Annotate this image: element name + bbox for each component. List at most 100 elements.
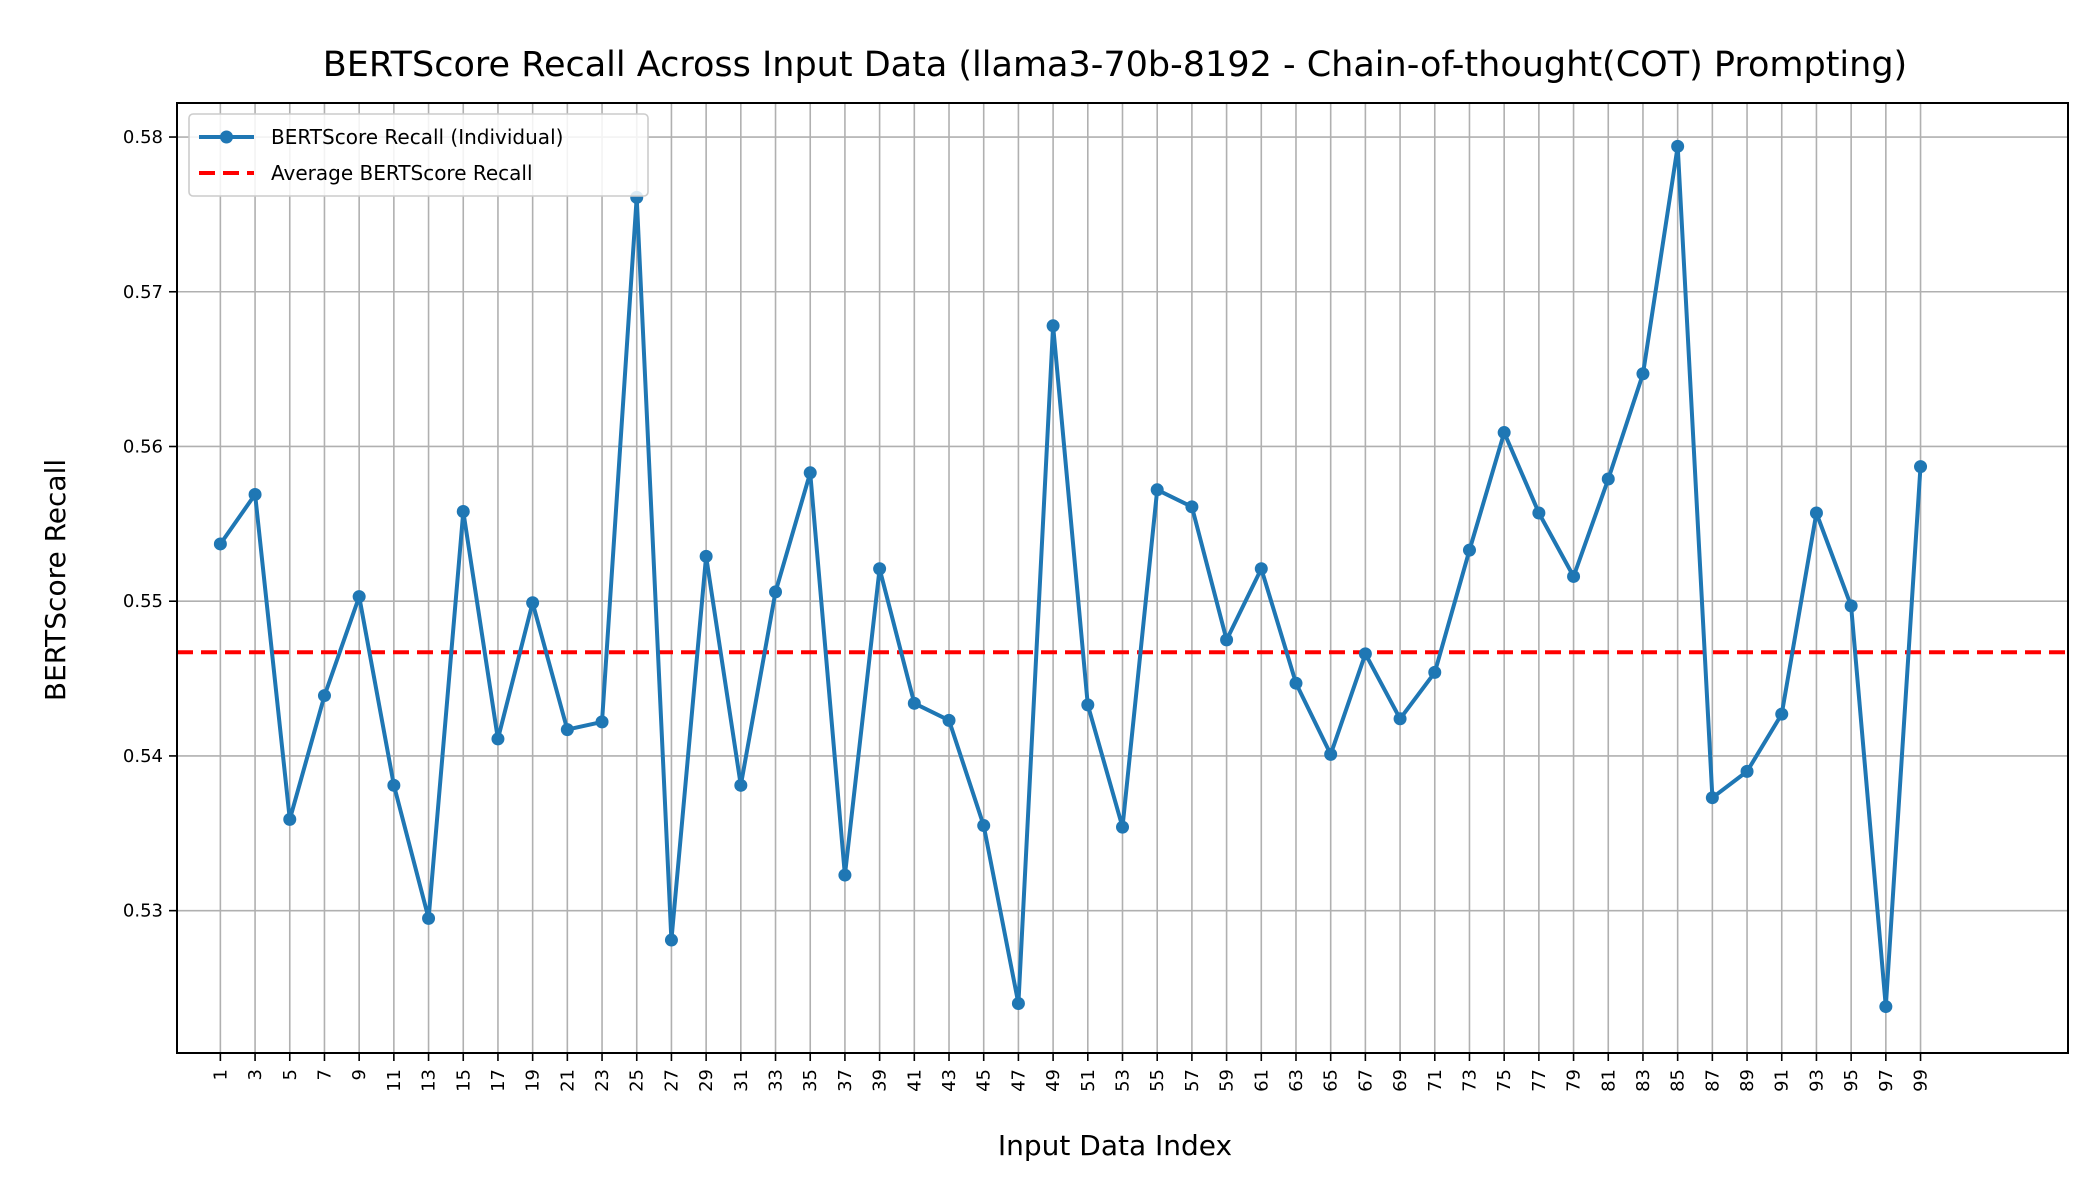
recall-data-point (664, 933, 678, 947)
x-tick-label: 91 (1772, 1069, 1793, 1092)
x-tick-label: 19 (523, 1069, 544, 1092)
x-tick-label: 67 (1355, 1069, 1376, 1092)
x-tick-label: 81 (1598, 1069, 1619, 1092)
y-tick-label: 0.58 (123, 127, 163, 148)
recall-data-point (1150, 483, 1164, 497)
x-tick-label: 15 (453, 1069, 474, 1092)
x-tick-label: 41 (904, 1069, 925, 1092)
x-tick-label: 17 (488, 1069, 509, 1092)
recall-data-point (769, 585, 783, 599)
recall-data-point (1844, 599, 1858, 613)
recall-data-point (1358, 647, 1372, 661)
x-tick-label: 97 (1876, 1069, 1897, 1092)
x-tick-label: 25 (627, 1069, 648, 1092)
recall-data-point (1393, 712, 1407, 726)
recall-data-point (1809, 506, 1823, 520)
recall-data-point (838, 868, 852, 882)
x-tick-label: 85 (1668, 1069, 1689, 1092)
x-tick-label: 45 (974, 1069, 995, 1092)
x-tick-label: 55 (1147, 1069, 1168, 1092)
recall-data-point (1462, 543, 1476, 557)
recall-data-point (1567, 569, 1581, 583)
x-tick-label: 75 (1494, 1069, 1515, 1092)
recall-data-point (803, 466, 817, 480)
x-tick-label: 65 (1321, 1069, 1342, 1092)
recall-data-point (1671, 139, 1685, 153)
x-tick-label: 47 (1008, 1069, 1029, 1092)
legend-label-average: Average BERTScore Recall (271, 161, 533, 185)
x-tick-label: 69 (1390, 1069, 1411, 1092)
recall-data-point (1116, 820, 1129, 834)
recall-data-point (1428, 665, 1442, 679)
x-tick-label: 49 (1043, 1069, 1064, 1092)
recall-data-point (1532, 506, 1546, 520)
recall-data-point (283, 812, 297, 826)
recall-data-point (1254, 562, 1268, 576)
x-tick-label: 87 (1702, 1069, 1723, 1092)
x-tick-label: 53 (1113, 1069, 1134, 1092)
recall-data-point (1636, 367, 1650, 381)
x-tick-label: 35 (800, 1069, 821, 1092)
recall-data-point (560, 723, 574, 737)
x-tick-label: 39 (870, 1069, 891, 1092)
x-tick-label: 11 (384, 1069, 405, 1092)
x-tick-label: 61 (1251, 1069, 1272, 1092)
x-tick-label: 63 (1286, 1069, 1307, 1092)
recall-data-point (422, 911, 436, 925)
series-layer (213, 139, 1928, 1014)
recall-data-point (352, 590, 366, 604)
x-tick-label: 77 (1529, 1069, 1550, 1092)
recall-data-point (1775, 707, 1789, 721)
x-tick-label: 5 (280, 1069, 301, 1080)
recall-data-point (699, 549, 713, 563)
legend-label-individual: BERTScore Recall (Individual) (271, 125, 563, 149)
x-tick-label: 93 (1806, 1069, 1827, 1092)
recall-data-point (977, 819, 991, 833)
recall-data-point (734, 778, 748, 792)
x-tick-label: 95 (1841, 1069, 1862, 1092)
x-tick-label: 13 (419, 1069, 440, 1092)
recall-data-point (1601, 472, 1615, 486)
x-axis-label: Input Data Index (998, 1129, 1232, 1162)
legend-marker-individual (220, 130, 233, 144)
recall-data-point (1081, 698, 1095, 712)
y-axis-label: BERTScore Recall (39, 459, 72, 701)
x-tick-label: 71 (1425, 1069, 1446, 1092)
recall-data-point (526, 596, 540, 610)
recall-data-point (387, 778, 401, 792)
y-tick-label: 0.55 (123, 591, 163, 612)
recall-data-point (1324, 747, 1338, 761)
recall-data-point (907, 696, 921, 710)
grid (177, 103, 2068, 1053)
x-tick-label: 33 (766, 1069, 787, 1092)
recall-data-point (491, 732, 505, 746)
chart-title: BERTScore Recall Across Input Data (llam… (323, 45, 1907, 85)
recall-data-point (1220, 633, 1234, 647)
y-tick-label: 0.53 (123, 901, 163, 922)
x-tick-label: 9 (349, 1069, 370, 1080)
legend: BERTScore Recall (Individual) Average BER… (188, 113, 649, 197)
legend-box (188, 113, 649, 197)
x-tick-label: 43 (939, 1069, 960, 1092)
recall-data-point (1740, 764, 1754, 778)
recall-data-point (1046, 319, 1060, 333)
recall-data-point (456, 504, 470, 518)
recall-data-point (1914, 460, 1928, 474)
x-tick-label: 79 (1564, 1069, 1585, 1092)
x-tick-label: 73 (1459, 1069, 1480, 1092)
recall-data-point (1879, 1000, 1893, 1014)
x-tick-label: 1 (210, 1069, 231, 1080)
recall-data-point (873, 562, 887, 576)
recall-data-point (1011, 996, 1025, 1010)
x-tick-label: 27 (661, 1069, 682, 1092)
x-tick-label: 7 (314, 1069, 335, 1080)
x-tick-label: 31 (731, 1069, 752, 1092)
recall-series-line (218, 144, 1923, 1009)
recall-data-point (213, 537, 227, 551)
y-tick-label: 0.56 (123, 436, 163, 457)
x-tick-label: 57 (1182, 1069, 1203, 1092)
recall-data-point (1705, 791, 1719, 805)
recall-data-point (595, 715, 609, 729)
